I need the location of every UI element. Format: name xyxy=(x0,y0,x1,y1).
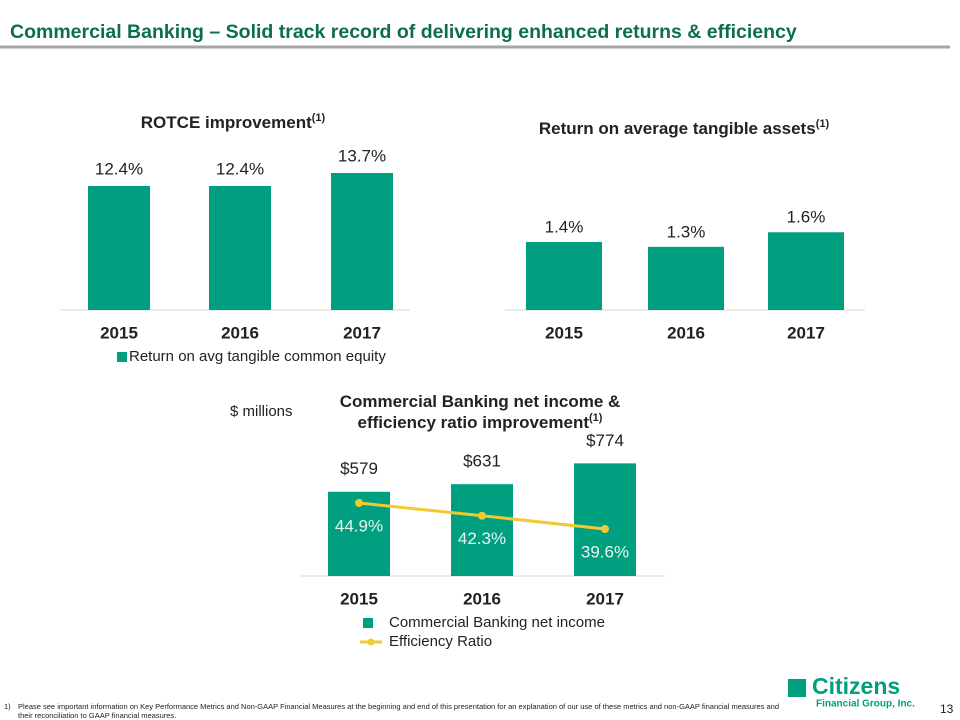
value-label: 12.4% xyxy=(216,159,264,178)
x-tick-label: 2016 xyxy=(667,323,705,342)
legend-swatch xyxy=(367,638,375,646)
chart-title: ROTCE improvement(1) xyxy=(141,112,326,133)
logo-subtitle: Financial Group, Inc. xyxy=(816,699,915,710)
bar xyxy=(88,186,150,310)
title-note: (1) xyxy=(312,112,326,124)
bar xyxy=(209,186,271,310)
footnote: their reconciliation to GAAP financial m… xyxy=(18,711,176,720)
legend-label: Commercial Banking net income xyxy=(389,614,605,631)
value-label: 12.4% xyxy=(95,159,143,178)
logo-name: Citizens xyxy=(812,673,900,699)
value-label: 1.3% xyxy=(667,222,706,241)
page-number: 13 xyxy=(940,702,954,716)
x-tick-label: 2016 xyxy=(221,323,259,342)
bar xyxy=(526,241,602,310)
bar xyxy=(648,246,724,310)
unit-label: $ millions xyxy=(230,403,293,420)
value-label: 13.7% xyxy=(338,146,386,165)
bar xyxy=(574,463,636,576)
value-label: 39.6% xyxy=(581,542,629,561)
x-tick-label: 2017 xyxy=(586,589,624,608)
value-label: 1.4% xyxy=(545,217,584,236)
x-tick-label: 2015 xyxy=(545,323,583,342)
value-label: $631 xyxy=(463,452,501,471)
title-note: (1) xyxy=(816,118,830,130)
footnote: Please see important information on Key … xyxy=(18,702,779,711)
chart-title-text: ROTCE improvement xyxy=(141,113,312,132)
value-label: 1.6% xyxy=(787,208,826,227)
slide-title: Commercial Banking – Solid track record … xyxy=(10,21,797,43)
x-tick-label: 2015 xyxy=(100,323,138,342)
value-label: 44.9% xyxy=(335,516,383,535)
chart-title: efficiency ratio improvement(1) xyxy=(358,412,603,433)
chart-title: Return on average tangible assets(1) xyxy=(539,118,830,139)
bar xyxy=(331,173,393,310)
x-tick-label: 2017 xyxy=(787,323,825,342)
chart-title-text: Commercial Banking net income & xyxy=(340,392,621,411)
chart-title-text: Return on average tangible assets xyxy=(539,119,816,138)
logo-mark xyxy=(788,679,806,697)
legend-swatch xyxy=(117,352,127,362)
logo: Citizens Financial Group, Inc. xyxy=(788,673,915,710)
footnote-marker: 1) xyxy=(4,702,11,711)
chart-title: Commercial Banking net income & xyxy=(340,392,621,411)
legend-label: Efficiency Ratio xyxy=(389,633,492,650)
legend-swatch xyxy=(363,618,373,628)
value-label: $774 xyxy=(586,431,624,450)
x-tick-label: 2017 xyxy=(343,323,381,342)
chart-title-text: efficiency ratio improvement xyxy=(358,413,590,432)
x-tick-label: 2015 xyxy=(340,589,378,608)
value-label: $579 xyxy=(340,459,378,478)
line-point xyxy=(478,511,486,520)
legend-label: Return on avg tangible common equity xyxy=(129,348,386,365)
bar xyxy=(451,484,513,576)
bar xyxy=(768,232,844,310)
line-point xyxy=(355,499,363,507)
value-label: 42.3% xyxy=(458,529,506,548)
line-point xyxy=(601,525,609,533)
x-tick-label: 2016 xyxy=(463,589,501,608)
title-note: (1) xyxy=(589,412,603,424)
